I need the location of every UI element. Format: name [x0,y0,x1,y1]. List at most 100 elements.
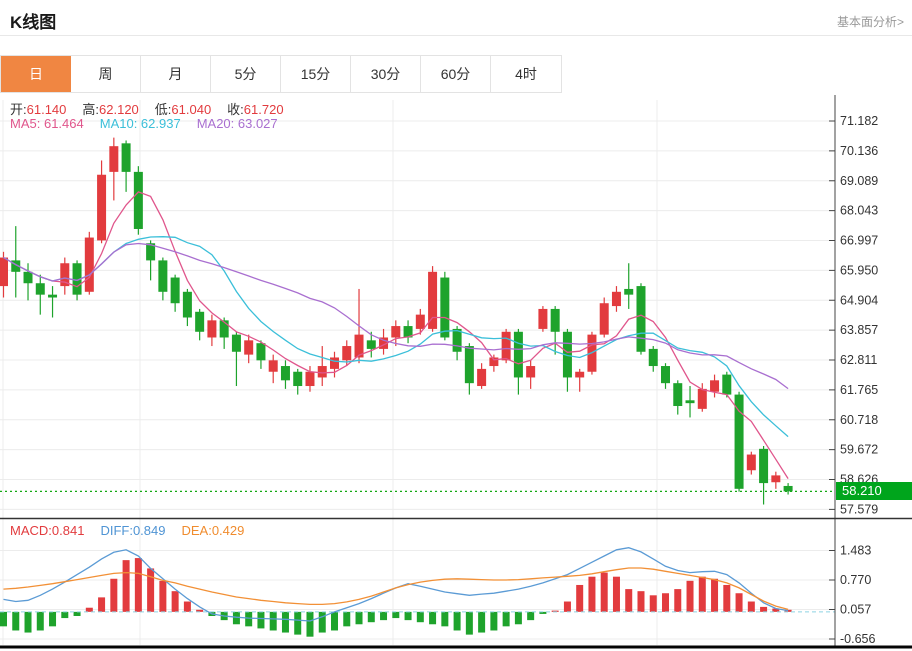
candle-body [697,388,707,409]
macd-bar [318,611,326,633]
legend-item: 开:61.140 [10,102,67,117]
candle-body [72,263,82,295]
candle-body [391,326,401,338]
macd-bar [98,597,106,612]
ma-legend: MA5: 61.464 MA10: 62.937 MA20: 63.027 [10,116,294,131]
legend-item: 收:61.720 [227,102,284,117]
candle-body [48,294,58,298]
macd-bar [355,611,363,625]
ma10-line [3,236,789,438]
macd-bar [171,591,179,612]
macd-bar [232,611,240,625]
candle-body [661,366,671,384]
candle-body [195,311,205,332]
macd-bar [367,611,375,623]
main-axis-label: 69.089 [840,174,878,188]
candle-body [317,366,327,378]
macd-bar [465,611,473,635]
legend-item: MA5: 61.464 [10,116,84,131]
candle-body [710,380,720,392]
tab-5[interactable]: 30分 [351,56,421,92]
candle-body [673,383,683,407]
main-axis-label: 70.136 [840,144,878,158]
macd-bar [85,607,93,612]
macd-bar [134,558,142,612]
candle-body [403,326,413,338]
legend-item: MA20: 63.027 [196,116,278,131]
macd-bar [686,580,694,612]
tab-6[interactable]: 60分 [421,56,491,92]
macd-bar [563,601,571,612]
macd-bar [331,611,339,631]
macd-bar [649,595,657,612]
macd-bar [122,560,130,612]
candle-body [219,320,229,338]
main-axis-label: 57.579 [840,502,878,516]
legend-item: 低:61.040 [154,102,212,117]
fundamental-analysis-link[interactable]: 基本面分析> [836,15,904,29]
macd-bar [73,611,81,616]
tab-3[interactable]: 5分 [211,56,281,92]
candle-body [354,334,364,358]
current-price-tag: 58.210 [836,482,912,500]
macd-bar [429,611,437,625]
candle-body [783,485,793,492]
candle-body [501,331,511,361]
candle-body [109,146,119,172]
main-axis-label: 64.904 [840,293,878,307]
macd-bar [784,609,792,612]
candle-body [513,331,523,378]
tab-1[interactable]: 周 [71,56,141,92]
tab-7[interactable]: 4时 [491,56,561,92]
tab-0[interactable]: 日 [1,56,71,92]
candle-body [464,346,474,384]
macd-bar [147,568,155,612]
macd-axis-label: 0.770 [840,573,871,587]
macd-bar [514,611,522,625]
macd-bar [662,593,670,612]
ma5-line [3,191,789,479]
candle-body [146,243,156,261]
candle-body [11,260,21,272]
main-axis-label: 71.182 [840,114,878,128]
macd-bar [441,611,449,627]
candle-body [624,288,634,295]
header-divider [0,35,912,36]
macd-bar [281,611,289,633]
macd-bar [306,611,314,637]
macd-bar [760,606,768,612]
macd-bar [416,611,424,623]
legend-item: DIFF:0.849 [100,523,166,538]
main-axis-label: 61.765 [840,383,878,397]
candle-body [182,291,192,318]
macd-bar [637,591,645,612]
macd-bar [159,580,167,612]
macd-bar [380,611,388,621]
macd-bar [539,611,547,614]
dea-line [3,567,789,611]
macd-bar [61,611,69,619]
main-axis-label: 60.718 [840,413,878,427]
candle-body [415,314,425,329]
macd-bar [196,609,204,612]
macd-bar [49,611,57,627]
candle-body [0,257,8,287]
candle-body [746,454,756,471]
candle-body [84,237,94,292]
candle-body [207,320,217,338]
candle-body [599,303,609,335]
tab-2[interactable]: 月 [141,56,211,92]
macd-bar [269,611,277,631]
candle-body [305,371,315,387]
legend-item: MACD:0.841 [10,523,85,538]
candle-body [636,286,646,352]
candle-body [611,291,621,307]
macd-bar [674,589,682,612]
candle-body [97,174,107,241]
candle-body [170,277,180,304]
macd-bar [723,584,731,612]
macd-bar [0,611,7,627]
tab-4[interactable]: 15分 [281,56,351,92]
